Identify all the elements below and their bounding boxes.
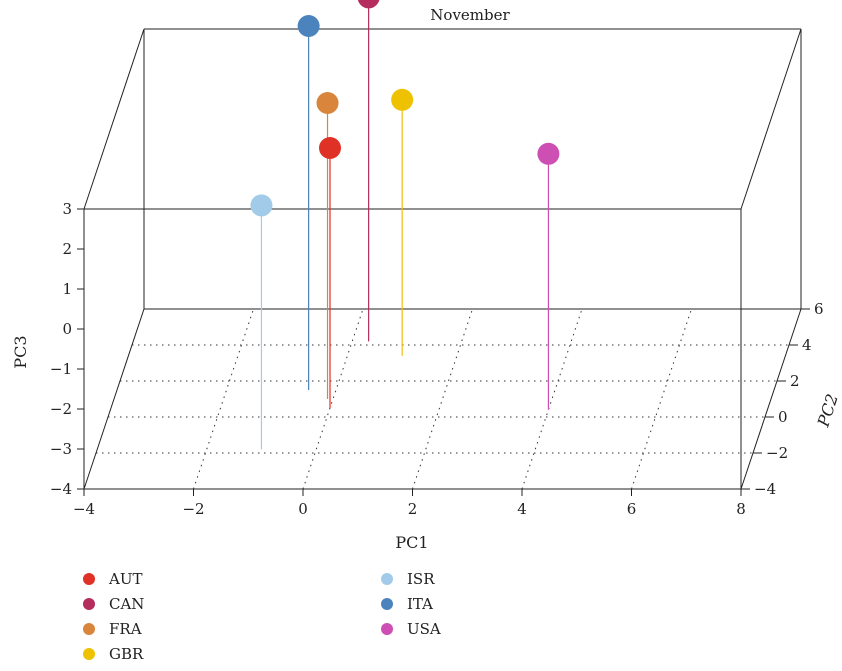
legend-marker-isr <box>381 573 393 585</box>
legend-marker-aut <box>83 573 95 585</box>
z-axis-title: PC3 <box>11 335 30 368</box>
floor-gridline-x <box>193 308 254 490</box>
legend-label-isr: ISR <box>407 570 435 588</box>
y-axis-title: PC2 <box>813 392 842 430</box>
x-tick-label: −4 <box>73 500 95 518</box>
plot-box <box>83 28 802 490</box>
point-ita <box>297 15 320 37</box>
legend-label-can: CAN <box>109 595 144 613</box>
z-tick-label: 0 <box>62 320 72 338</box>
z-tick-label: 3 <box>62 200 72 218</box>
z-tick-label: 1 <box>62 280 72 298</box>
x-tick-label: 0 <box>298 500 308 518</box>
box-edge <box>740 28 802 210</box>
point-fra <box>316 92 339 114</box>
legend-label-fra: FRA <box>109 620 142 638</box>
box-edge <box>740 308 802 490</box>
x-axis-title: PC1 <box>395 533 428 552</box>
box-edge <box>83 28 145 210</box>
legend-label-ita: ITA <box>407 595 433 613</box>
x-tick-label: −2 <box>182 500 204 518</box>
legend-marker-usa <box>381 623 393 635</box>
legend-marker-gbr <box>83 648 95 660</box>
y-tick-label: −2 <box>766 444 788 462</box>
z-tick-label: −3 <box>50 440 72 458</box>
x-tick-label: 6 <box>627 500 637 518</box>
legend-label-aut: AUT <box>108 570 142 588</box>
legend: AUT CAN FRA GBR ISR ITA USA <box>83 570 441 663</box>
z-tick-label: −2 <box>50 400 72 418</box>
legend-label-gbr: GBR <box>109 645 144 663</box>
z-tick-label: −1 <box>50 360 72 378</box>
z-tick-label: 2 <box>62 240 72 258</box>
point-isr <box>250 194 273 217</box>
y-tick-label: −4 <box>754 480 776 498</box>
gridlines <box>96 308 789 490</box>
y-tick-label: 4 <box>802 336 812 354</box>
floor-gridline-x <box>412 308 473 490</box>
floor-gridline-x <box>631 308 692 490</box>
y-tick-label: 0 <box>778 408 788 426</box>
z-tick-label: −4 <box>50 480 72 498</box>
y-tick-label: 6 <box>814 300 824 318</box>
legend-label-usa: USA <box>407 620 441 638</box>
chart-title: November <box>430 6 510 24</box>
x-tick-label: 4 <box>517 500 527 518</box>
data-points <box>250 0 560 450</box>
point-aut <box>319 137 341 159</box>
point-gbr <box>391 88 414 111</box>
legend-marker-can <box>83 598 95 610</box>
point-can <box>357 0 380 9</box>
point-usa <box>537 142 560 165</box>
legend-marker-fra <box>83 623 95 635</box>
floor-gridline-x <box>521 308 583 490</box>
y-tick-label: 2 <box>790 372 800 390</box>
legend-marker-ita <box>381 598 393 610</box>
x-tick-label: 2 <box>408 500 418 518</box>
box-edge <box>83 308 145 490</box>
x-tick-label: 8 <box>736 500 746 518</box>
floor-gridline-x <box>302 308 364 490</box>
